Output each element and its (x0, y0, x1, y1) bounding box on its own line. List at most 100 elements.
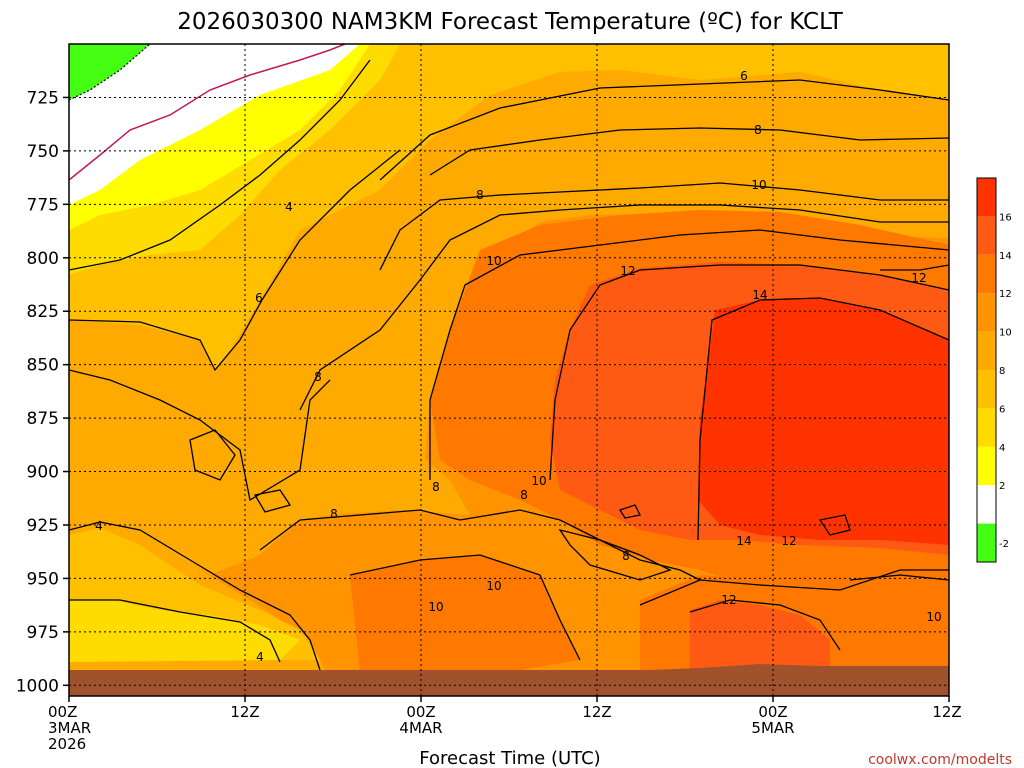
y-tick-label: 800 (27, 249, 59, 269)
ground-edge (69, 664, 949, 680)
contour-label: 8 (476, 188, 484, 202)
contour-label: 10 (531, 474, 546, 488)
contour-label: 8 (314, 370, 322, 384)
contour-label: 4 (285, 200, 293, 214)
contour-label: 4 (95, 519, 103, 533)
contour-label: 6 (255, 291, 263, 305)
contour-label: 8 (754, 123, 762, 137)
contour-lines (69, 59, 949, 671)
contour-4-lower (69, 521, 321, 671)
y-tick-label: 950 (27, 569, 59, 589)
legend-swatch (977, 254, 996, 294)
x-tick-label: 00Z (758, 703, 787, 721)
contour-4-lower-inner (69, 599, 281, 663)
contour-12 (549, 264, 949, 481)
contour-10-lower (349, 554, 581, 661)
contour-6-top (379, 79, 949, 181)
y-tick-label: 850 (27, 356, 59, 376)
x-tick-label: 5MAR (751, 719, 794, 737)
legend-frame (976, 177, 997, 563)
contour-label: 8 (330, 507, 338, 521)
contour-14 (697, 297, 949, 541)
x-tick-label: 00Z (406, 703, 435, 721)
chart-title: 2026030300 NAM3KM Forecast Temperature (… (177, 9, 844, 35)
contour-blob-3 (818, 514, 851, 536)
x-tick-label: 4MAR (399, 719, 442, 737)
y-tick-label: 725 (27, 88, 59, 108)
x-tick-label: 12Z (230, 703, 259, 721)
contour-4-upper (69, 59, 371, 271)
legend-label: 16 (999, 212, 1012, 223)
y-tick-label: 750 (27, 142, 59, 162)
legend-swatch (977, 370, 996, 409)
plot-frame (68, 43, 950, 697)
legend-label: 6 (999, 404, 1005, 415)
band-14-16 (698, 298, 949, 545)
contour-line-dotted (69, 44, 151, 101)
legend-label: -2 (999, 539, 1009, 550)
contour-8-lower (259, 509, 701, 581)
legend-swatch (977, 178, 996, 217)
legend-swatch (977, 485, 996, 524)
color-legend: 16 14 12 10 8 6 4 2 -2 (976, 177, 1012, 563)
legend-label: 4 (999, 443, 1005, 454)
band-2-4-lower-left (69, 600, 300, 662)
x-tick-label: 12Z (582, 703, 611, 721)
y-tick-label: 975 (27, 623, 59, 643)
contour-14-lower (689, 599, 841, 651)
band-12-14-lower (690, 600, 830, 670)
contour-8-small (558, 528, 672, 581)
y-tick-label: 1000 (16, 676, 59, 696)
contour-label: 14 (736, 534, 751, 548)
y-tick-label: 825 (27, 302, 59, 322)
y-tick-label: 925 (27, 516, 59, 536)
contour-blob-2 (253, 489, 292, 513)
contour-label: 4 (256, 650, 264, 664)
contour-blob-1 (189, 429, 236, 481)
contour-label: 10 (428, 600, 443, 614)
contour-label: 10 (926, 610, 941, 624)
y-tick-label: 775 (27, 195, 59, 215)
contour-label: 10 (486, 254, 501, 268)
credit-text: coolwx.com/modelts (868, 752, 1012, 768)
contour-8-mid (299, 204, 949, 411)
band-10-12-lower (350, 555, 580, 675)
contour-6-upper (69, 149, 401, 372)
x-tick-label: 00Z (48, 703, 77, 721)
contour-label: 6 (740, 69, 748, 83)
contour-12-lower (639, 569, 949, 606)
gridlines (69, 44, 949, 696)
contour-label: 8 (622, 549, 630, 563)
contour-label: 12 (911, 271, 926, 285)
x-tick-label: 3MAR (48, 719, 91, 737)
contour-label: 12 (721, 593, 736, 607)
contour-blob-4 (619, 504, 641, 519)
y-tick-label: 875 (27, 409, 59, 429)
x-axis-label: Forecast Time (UTC) (419, 748, 600, 768)
y-axis: 725 750 775 800 825 850 875 900 925 950 975 1000 (16, 88, 69, 696)
legend-swatch (977, 523, 996, 562)
contour-label: 8 (520, 488, 528, 502)
contour-0 (69, 44, 346, 181)
plot-area (69, 44, 949, 696)
legend-swatch (977, 216, 996, 255)
contour-label: 14 (752, 288, 767, 302)
legend-label: 2 (999, 481, 1005, 492)
legend-swatch (977, 293, 996, 332)
contour-8-left (69, 369, 331, 502)
contour-label: 12 (781, 534, 796, 548)
legend-swatch (977, 446, 996, 486)
band-minus2-0 (69, 44, 360, 205)
contour-label: 10 (486, 579, 501, 593)
contour-label: 10 (751, 178, 766, 192)
contour-minus2 (69, 44, 151, 101)
contour-10 (379, 182, 949, 271)
legend-label: 8 (999, 366, 1005, 377)
x-tick-label: 2026 (48, 735, 86, 753)
x-tick-label: 12Z (932, 703, 961, 721)
legend-label: 12 (999, 289, 1012, 300)
legend-swatch (977, 408, 996, 447)
contour-label: 8 (432, 480, 440, 494)
